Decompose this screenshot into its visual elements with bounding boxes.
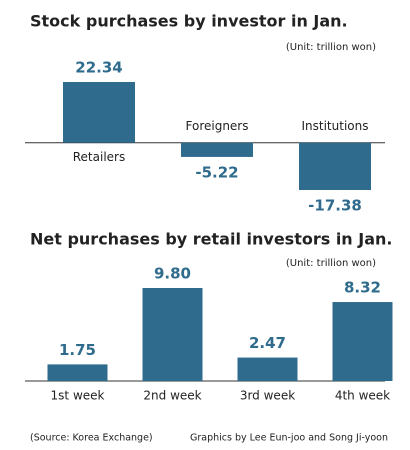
value-label: 1.75 <box>59 341 96 359</box>
chart-title: Net purchases by retail investors in Jan… <box>30 230 392 249</box>
value-label: -5.22 <box>195 163 238 181</box>
value-label: -17.38 <box>308 197 362 215</box>
category-label: 2nd week <box>143 389 201 403</box>
category-label: 3rd week <box>240 389 295 403</box>
source: (Source: Korea Exchange) <box>30 433 153 444</box>
value-label: 2.47 <box>249 334 286 352</box>
bar <box>63 82 135 143</box>
bar <box>47 364 108 381</box>
bar <box>299 142 371 190</box>
value-label: 9.80 <box>154 265 191 283</box>
category-label: 4th week <box>335 389 390 403</box>
credit: Graphics by Lee Eun-joo and Song Ji-yoon <box>190 433 388 444</box>
bar <box>181 142 253 157</box>
bar <box>332 302 393 381</box>
unit-label: (Unit: trillion won) <box>286 258 376 269</box>
category-label: 1st week <box>51 389 105 403</box>
unit-label: (Unit: trillion won) <box>286 42 376 53</box>
category-label: Institutions <box>302 119 369 133</box>
category-label: Foreigners <box>186 119 249 133</box>
value-label: 22.34 <box>75 59 122 77</box>
category-label: Retailers <box>73 150 125 164</box>
bar <box>142 288 203 381</box>
value-label: 8.32 <box>344 279 381 297</box>
chart-title: Stock purchases by investor in Jan. <box>30 12 348 31</box>
bar <box>237 357 298 381</box>
